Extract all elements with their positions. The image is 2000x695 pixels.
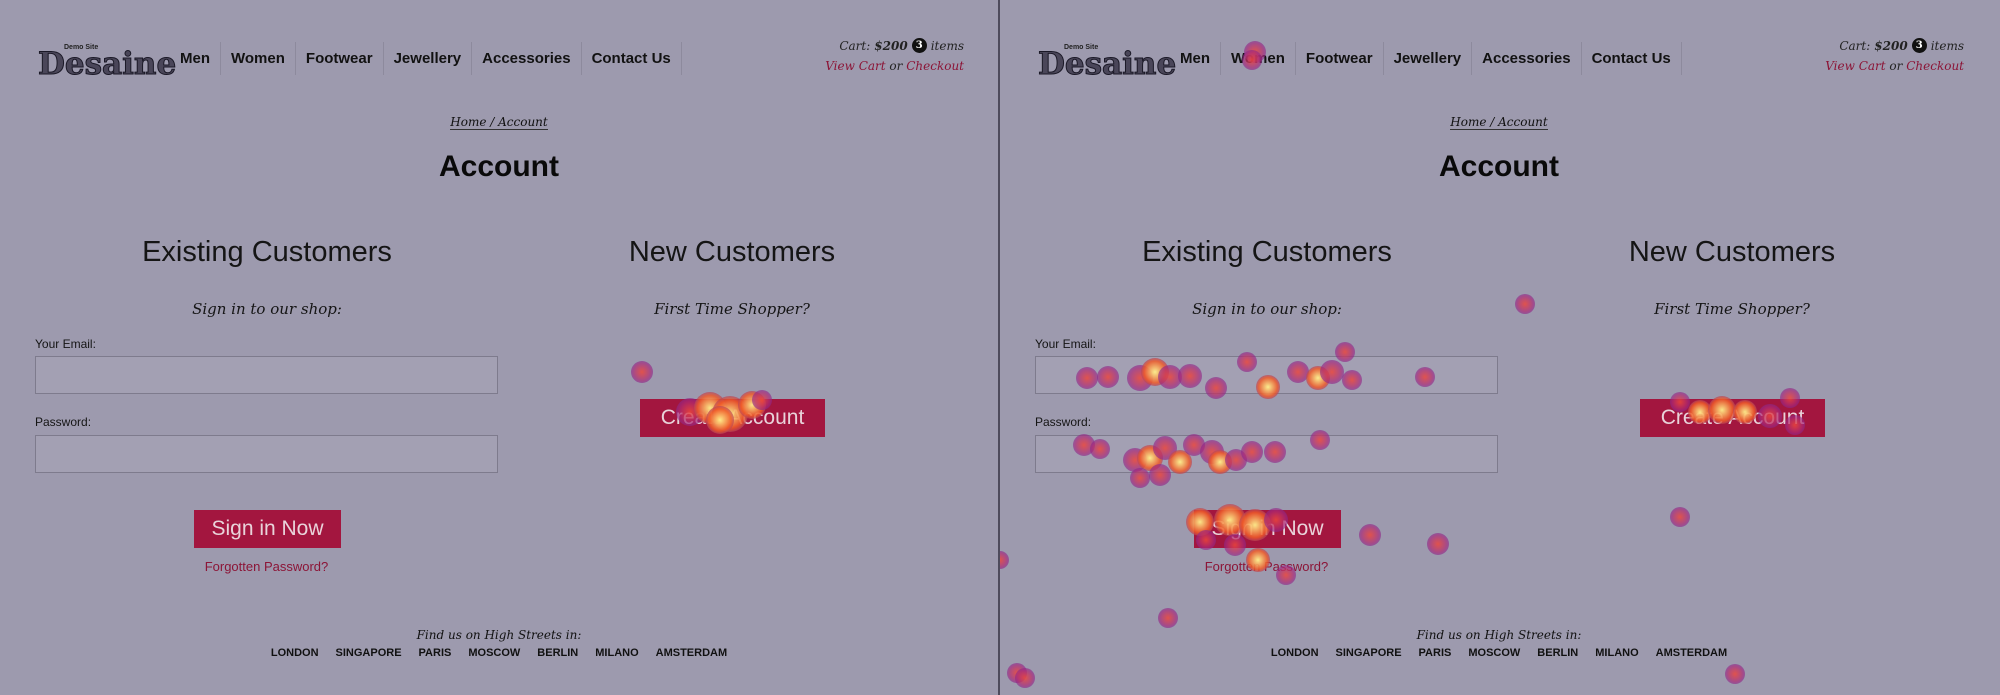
nav-item-contact[interactable]: Contact Us xyxy=(1582,42,1682,75)
new-customers-title: New Customers xyxy=(628,236,836,268)
sign-in-button[interactable]: Sign in Now xyxy=(194,510,341,548)
footer-cities: LONDON SINGAPORE PARIS MOSCOW BERLIN MIL… xyxy=(0,647,998,659)
cart-prefix: Cart: xyxy=(1839,38,1871,53)
nav-item-footwear[interactable]: Footwear xyxy=(1296,42,1384,75)
heatmap-spot xyxy=(1015,668,1035,688)
existing-customers-subtitle: Sign in to our shop: xyxy=(192,300,342,318)
main-nav: Men Women Footwear Jewellery Accessories… xyxy=(1170,42,1682,75)
footer-find-us: Find us on High Streets in: xyxy=(1416,628,1582,642)
cart-suffix: items xyxy=(930,38,964,53)
breadcrumb-link[interactable]: Home / Account xyxy=(450,115,548,130)
nav-item-women[interactable]: Women xyxy=(221,42,296,75)
breadcrumb-link[interactable]: Home / Account xyxy=(1450,115,1548,130)
new-customers-subtitle: First Time Shopper? xyxy=(654,300,810,318)
email-field[interactable] xyxy=(35,356,498,394)
cart-amount: $200 xyxy=(1874,38,1908,53)
footer-find-us: Find us on High Streets in: xyxy=(416,628,582,642)
view-cart-link[interactable]: View Cart xyxy=(825,59,886,73)
nav-item-men[interactable]: Men xyxy=(1170,42,1221,75)
heatmap-spot xyxy=(1427,533,1449,555)
city-link[interactable]: AMSTERDAM xyxy=(1655,647,1728,659)
panel-divider xyxy=(998,0,1000,695)
email-label: Your Email: xyxy=(35,337,96,351)
city-link[interactable]: MILANO xyxy=(595,647,639,659)
cart-count-badge: 3 xyxy=(911,38,927,53)
nav-item-accessories[interactable]: Accessories xyxy=(472,42,582,75)
cart-summary: Cart: $200 3 items View Cart or Checkout xyxy=(825,38,964,73)
city-link[interactable]: AMSTERDAM xyxy=(655,647,728,659)
logo-subtitle: Demo Site xyxy=(64,44,99,51)
heatmap-spot xyxy=(1670,507,1690,527)
heatmap-spot xyxy=(1000,551,1009,569)
site-logo[interactable]: Demo Site Desaine xyxy=(1037,42,1177,83)
footer-cities: LONDON SINGAPORE PARIS MOSCOW BERLIN MIL… xyxy=(1000,647,1998,659)
heatmap-spot xyxy=(1725,664,1745,684)
main-nav: Men Women Footwear Jewellery Accessories… xyxy=(170,42,682,75)
create-account-button[interactable]: Create Account xyxy=(1640,399,1825,437)
new-customers-title: New Customers xyxy=(1628,236,1836,268)
nav-item-contact[interactable]: Contact Us xyxy=(582,42,682,75)
city-link[interactable]: LONDON xyxy=(1270,647,1319,659)
existing-customers-title: Existing Customers xyxy=(1142,236,1392,268)
city-link[interactable]: PARIS xyxy=(1418,647,1452,659)
sign-in-button[interactable]: Sign in Now xyxy=(1194,510,1341,548)
city-link[interactable]: MOSCOW xyxy=(468,647,521,659)
city-link[interactable]: PARIS xyxy=(418,647,452,659)
checkout-link[interactable]: Checkout xyxy=(1906,59,1964,73)
cart-suffix: items xyxy=(1930,38,1964,53)
logo-text: Desaine xyxy=(37,46,177,83)
checkout-link[interactable]: Checkout xyxy=(906,59,964,73)
password-label: Password: xyxy=(35,415,92,429)
heatmap-spot xyxy=(1158,608,1178,628)
page-title: Account xyxy=(1439,150,1559,183)
cart-summary: Cart: $200 3 items View Cart or Checkout xyxy=(1825,38,1964,73)
nav-item-women[interactable]: Women xyxy=(1221,42,1296,75)
site-logo[interactable]: Demo Site Desaine xyxy=(37,42,177,83)
city-link[interactable]: LONDON xyxy=(270,647,319,659)
right-panel: Demo Site Desaine Men Women Footwear Jew… xyxy=(1000,0,1998,695)
new-customers-subtitle: First Time Shopper? xyxy=(1654,300,1810,318)
cart-or-text: or xyxy=(1889,59,1903,73)
nav-item-jewellery[interactable]: Jewellery xyxy=(1384,42,1473,75)
view-cart-link[interactable]: View Cart xyxy=(1825,59,1886,73)
breadcrumb: Home / Account xyxy=(0,115,998,130)
left-panel: Demo Site Desaine Men Women Footwear Jew… xyxy=(0,0,998,695)
logo-subtitle: Demo Site xyxy=(1064,44,1099,51)
city-link[interactable]: MOSCOW xyxy=(1468,647,1521,659)
cart-or-text: or xyxy=(889,59,903,73)
password-field[interactable] xyxy=(35,435,498,473)
cart-amount: $200 xyxy=(874,38,908,53)
heatmap-spot xyxy=(1007,663,1027,683)
existing-customers-subtitle: Sign in to our shop: xyxy=(1192,300,1342,318)
password-label: Password: xyxy=(1035,415,1092,429)
nav-item-men[interactable]: Men xyxy=(170,42,221,75)
cart-prefix: Cart: xyxy=(839,38,871,53)
create-account-button[interactable]: Create Account xyxy=(640,399,825,437)
email-field[interactable] xyxy=(1035,356,1498,394)
heatmap-spot xyxy=(1359,524,1381,546)
nav-item-footwear[interactable]: Footwear xyxy=(296,42,384,75)
forgot-password-link[interactable]: Forgotten Password? xyxy=(204,559,329,574)
city-link[interactable]: BERLIN xyxy=(1537,647,1579,659)
password-field[interactable] xyxy=(1035,435,1498,473)
cart-count-badge: 3 xyxy=(1911,38,1927,53)
heatmap-spot xyxy=(631,361,653,383)
existing-customers-title: Existing Customers xyxy=(142,236,392,268)
city-link[interactable]: SINGAPORE xyxy=(1335,647,1402,659)
nav-item-accessories[interactable]: Accessories xyxy=(1472,42,1582,75)
nav-item-jewellery[interactable]: Jewellery xyxy=(384,42,473,75)
page-title: Account xyxy=(439,150,559,183)
city-link[interactable]: MILANO xyxy=(1595,647,1639,659)
email-label: Your Email: xyxy=(1035,337,1096,351)
logo-text: Desaine xyxy=(1037,46,1177,83)
forgot-password-link[interactable]: Forgotten Password? xyxy=(1204,559,1329,574)
city-link[interactable]: SINGAPORE xyxy=(335,647,402,659)
city-link[interactable]: BERLIN xyxy=(537,647,579,659)
breadcrumb: Home / Account xyxy=(1000,115,1998,130)
